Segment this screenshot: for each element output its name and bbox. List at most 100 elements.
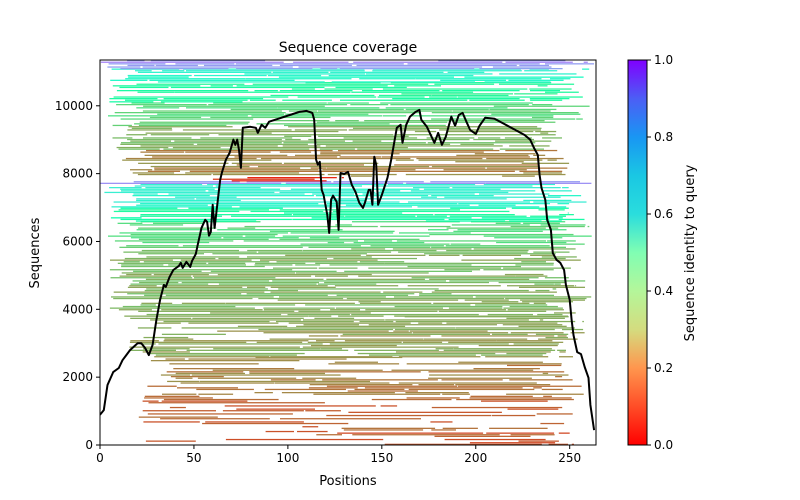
alignment-segment [285, 138, 301, 141]
alignment-segment [548, 195, 582, 197]
alignment-segment [140, 183, 203, 186]
alignment-segment [542, 137, 562, 139]
alignment-segment [532, 116, 554, 119]
alignment-segment [250, 210, 324, 213]
alignment-segment [167, 380, 200, 383]
alignment-segment [346, 297, 505, 300]
alignment-segment [119, 232, 288, 234]
alignment-segment [136, 229, 208, 231]
alignment-segment [309, 237, 340, 239]
alignment-segment [510, 434, 555, 436]
alignment-segment [255, 356, 403, 359]
alignment-segment [433, 302, 530, 304]
alignment-segment [163, 398, 279, 401]
alignment-segment [455, 384, 551, 386]
alignment-segment [524, 70, 558, 72]
alignment-segment [562, 187, 569, 189]
alignment-segment [409, 330, 488, 332]
alignment-segment [222, 410, 304, 412]
alignment-segment [210, 312, 371, 314]
alignment-segment [530, 99, 563, 101]
alignment-segment [121, 190, 206, 192]
alignment-segment [393, 330, 409, 332]
alignment-segment [533, 154, 546, 156]
alignment-segment [200, 137, 293, 139]
alignment-segment [161, 333, 226, 335]
alignment-segment [507, 364, 562, 367]
alignment-segment [327, 102, 369, 104]
alignment-segment [225, 438, 384, 441]
alignment-segment [340, 99, 468, 101]
alignment-segment [194, 74, 267, 77]
alignment-segment [294, 129, 347, 131]
alignment-segment [446, 249, 529, 252]
alignment-segment [478, 344, 558, 347]
alignment-segment [141, 249, 239, 252]
alignment-segment [334, 361, 378, 363]
alignment-segment [431, 291, 557, 293]
alignment-segment [227, 227, 256, 229]
alignment-segment [138, 227, 217, 229]
alignment-segment [369, 354, 476, 356]
alignment-segment [391, 369, 534, 371]
alignment-segment [142, 110, 282, 112]
alignment-segment [143, 421, 200, 423]
alignment-segment [519, 170, 563, 172]
alignment-segment [136, 199, 241, 202]
alignment-segment [309, 384, 413, 386]
alignment-segment [398, 356, 481, 358]
alignment-segment [123, 251, 257, 253]
alignment-segment [157, 113, 285, 115]
alignment-segment [172, 146, 221, 149]
alignment-segment [120, 143, 194, 145]
alignment-segment [503, 307, 563, 309]
alignment-segment [175, 63, 235, 65]
alignment-segment [475, 304, 548, 306]
alignment-segment [489, 427, 548, 429]
alignment-segment [173, 368, 295, 370]
alignment-segment [231, 149, 333, 152]
alignment-segment [109, 307, 255, 309]
alignment-segment [258, 251, 392, 253]
alignment-segment [484, 81, 551, 83]
alignment-segment [557, 203, 570, 205]
alignment-segment [113, 297, 253, 300]
alignment-segment [534, 283, 554, 285]
alignment-segment [169, 406, 186, 409]
alignment-segment [136, 107, 180, 109]
alignment-segment [168, 264, 246, 266]
alignment-segment [533, 201, 587, 203]
alignment-segment [545, 63, 594, 65]
alignment-segment [282, 99, 332, 101]
alignment-segment [111, 206, 232, 208]
alignment-segment [269, 230, 395, 232]
alignment-segment [141, 302, 173, 304]
alignment-segment [256, 341, 303, 343]
alignment-segment [143, 336, 189, 339]
y-tick-label: 0 [85, 438, 93, 452]
alignment-segment [557, 335, 567, 337]
alignment-segment [251, 115, 383, 117]
alignment-segment [456, 398, 574, 401]
alignment-segment [143, 137, 192, 139]
alignment-segment [122, 159, 272, 161]
alignment-segment [136, 83, 245, 85]
alignment-segment [406, 397, 460, 399]
alignment-segment [469, 442, 556, 444]
alignment-segment [405, 392, 469, 394]
alignment-segment [263, 309, 321, 311]
alignment-segment [243, 240, 358, 242]
alignment-segment [455, 161, 524, 163]
alignment-segment [320, 151, 484, 153]
alignment-segment [121, 264, 164, 266]
alignment-segment [236, 408, 315, 410]
alignment-segment [427, 142, 536, 144]
alignment-segment [452, 110, 551, 112]
alignment-segment [154, 356, 270, 358]
y-tick-label: 10000 [55, 99, 93, 113]
alignment-segment [188, 358, 347, 360]
alignment-segment [120, 68, 229, 70]
alignment-segment [144, 154, 288, 156]
alignment-segment [398, 382, 537, 384]
alignment-segment [116, 104, 207, 106]
